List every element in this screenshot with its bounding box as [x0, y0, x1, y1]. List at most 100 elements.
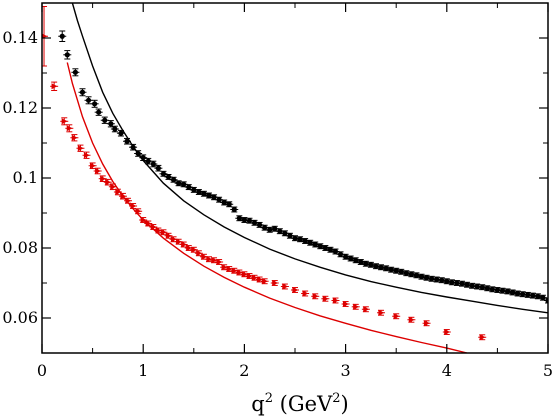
- data-point: [63, 50, 72, 60]
- data-point: [377, 309, 386, 316]
- marker-circle: [96, 109, 102, 115]
- data-point: [331, 297, 340, 304]
- data-point: [412, 272, 421, 279]
- x-tick-label: 1: [138, 361, 148, 380]
- marker-triangle: [155, 227, 162, 234]
- marker-circle: [530, 293, 536, 299]
- marker-circle: [226, 201, 232, 207]
- marker-circle: [403, 270, 409, 276]
- marker-circle: [191, 187, 197, 193]
- data-point: [98, 175, 107, 182]
- marker-circle: [292, 235, 298, 241]
- y-tick-label: 0.08: [2, 238, 38, 257]
- marker-circle: [540, 295, 546, 301]
- marker-triangle: [216, 259, 223, 265]
- x-axis-title-base: q: [251, 392, 264, 416]
- data-point: [225, 201, 234, 208]
- marker-triangle: [302, 290, 309, 297]
- data-point: [321, 295, 330, 302]
- marker-circle: [72, 69, 78, 75]
- data-point: [260, 278, 269, 285]
- marker-triangle: [479, 334, 486, 341]
- data-point: [82, 151, 91, 159]
- marker-triangle: [363, 306, 370, 313]
- data-point: [50, 81, 59, 91]
- data-point: [407, 316, 416, 323]
- fit-curves: [66, 3, 548, 353]
- marker-triangle: [196, 250, 203, 257]
- x-tick-label: 4: [442, 361, 452, 380]
- marker-circle: [494, 287, 500, 293]
- marker-circle: [373, 263, 379, 269]
- marker-triangle: [262, 278, 268, 285]
- marker-triangle: [246, 273, 253, 279]
- data-point: [116, 129, 125, 137]
- x-tick-label: 3: [341, 361, 351, 380]
- marker-triangle: [393, 313, 400, 320]
- x-tick-label: 0: [37, 361, 47, 380]
- marker-circle: [504, 288, 511, 294]
- marker-circle: [393, 268, 399, 274]
- data-point: [473, 283, 482, 290]
- marker-triangle: [191, 246, 197, 253]
- marker-triangle: [125, 197, 132, 204]
- x-axis: 0 1 2 3 4 5: [37, 3, 553, 380]
- marker-triangle: [378, 309, 385, 316]
- data-point: [210, 257, 219, 264]
- data-point: [301, 238, 310, 244]
- marker-triangle: [221, 264, 228, 271]
- marker-circle: [124, 138, 130, 144]
- marker-circle: [267, 227, 273, 233]
- data-point: [103, 178, 112, 186]
- data-point: [240, 217, 249, 223]
- data-point: [164, 174, 173, 180]
- data-point: [159, 170, 168, 177]
- marker-circle: [464, 282, 470, 288]
- marker-triangle: [145, 220, 152, 227]
- marker-triangle: [206, 256, 213, 263]
- marker-circle: [176, 180, 182, 186]
- data-point: [346, 255, 355, 262]
- marker-triangle: [231, 267, 238, 274]
- data-point: [427, 275, 436, 282]
- marker-circle: [282, 230, 288, 236]
- marker-triangle: [176, 238, 182, 245]
- marker-triangle: [135, 208, 142, 215]
- marker-circle: [216, 197, 222, 203]
- data-point: [94, 108, 103, 116]
- marker-triangle: [150, 224, 157, 230]
- data-point: [326, 246, 335, 253]
- data-point: [164, 232, 173, 239]
- marker-circle: [499, 288, 506, 294]
- x-axis-title-power: 2: [265, 391, 273, 406]
- marker-circle: [211, 194, 217, 200]
- marker-circle: [135, 150, 141, 157]
- marker-circle: [246, 218, 253, 224]
- marker-triangle: [165, 232, 172, 239]
- marker-circle: [363, 261, 369, 267]
- marker-triangle: [51, 83, 58, 90]
- marker-triangle: [170, 236, 177, 243]
- data-point: [169, 176, 178, 183]
- marker-circle: [59, 33, 65, 39]
- x-axis-title-unit-close: ): [341, 392, 349, 416]
- marker-triangle: [444, 329, 450, 335]
- data-point: [65, 124, 74, 133]
- data-point: [230, 206, 239, 213]
- marker-circle: [434, 276, 440, 283]
- marker-circle: [160, 171, 167, 177]
- marker-circle: [509, 289, 516, 296]
- data-point: [70, 134, 79, 142]
- data-point: [60, 117, 69, 126]
- marker-circle: [515, 290, 521, 297]
- data-point: [478, 334, 487, 341]
- fit-curve: [71, 3, 548, 314]
- marker-circle: [251, 220, 258, 226]
- marker-triangle: [100, 175, 106, 182]
- x-axis-title: q2 (GeV2): [251, 391, 348, 416]
- marker-circle: [408, 271, 414, 277]
- marker-triangle: [251, 274, 258, 281]
- marker-circle: [186, 184, 192, 190]
- data-point: [392, 267, 401, 274]
- data-point: [93, 167, 102, 175]
